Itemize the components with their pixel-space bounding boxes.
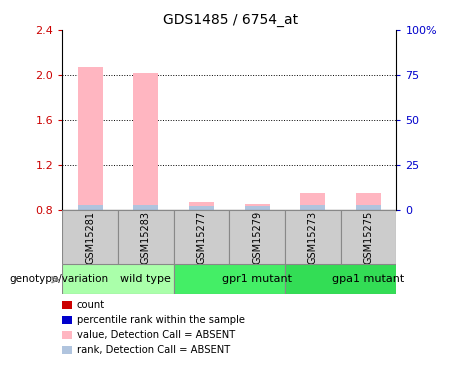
Bar <box>229 210 285 264</box>
Bar <box>62 210 118 264</box>
Bar <box>118 210 174 264</box>
Bar <box>301 193 325 210</box>
Bar <box>189 206 214 210</box>
Bar <box>77 205 103 210</box>
Text: gpr1 mutant: gpr1 mutant <box>222 274 292 284</box>
Text: percentile rank within the sample: percentile rank within the sample <box>77 315 245 325</box>
Bar <box>285 264 396 294</box>
Bar <box>356 193 381 210</box>
Bar <box>356 205 381 210</box>
Bar <box>77 67 103 210</box>
Text: GSM15281: GSM15281 <box>85 211 95 264</box>
Text: GSM15279: GSM15279 <box>252 211 262 264</box>
Bar <box>245 206 270 210</box>
Text: GSM15273: GSM15273 <box>308 211 318 264</box>
Text: gpa1 mutant: gpa1 mutant <box>332 274 405 284</box>
Text: GDS1485 / 6754_at: GDS1485 / 6754_at <box>163 13 298 27</box>
Text: count: count <box>77 300 105 310</box>
Bar <box>62 264 174 294</box>
Text: value, Detection Call = ABSENT: value, Detection Call = ABSENT <box>77 330 235 340</box>
Text: wild type: wild type <box>120 274 171 284</box>
Text: GSM15283: GSM15283 <box>141 211 151 264</box>
Bar <box>245 204 270 210</box>
Bar <box>285 210 341 264</box>
Bar <box>174 210 229 264</box>
Bar <box>133 205 158 210</box>
Bar <box>341 210 396 264</box>
Bar <box>133 73 158 210</box>
Bar <box>174 264 285 294</box>
Text: rank, Detection Call = ABSENT: rank, Detection Call = ABSENT <box>77 345 230 355</box>
Text: GSM15275: GSM15275 <box>364 211 373 264</box>
Text: genotype/variation: genotype/variation <box>9 274 108 284</box>
Bar <box>301 205 325 210</box>
Text: GSM15277: GSM15277 <box>196 211 207 264</box>
Bar <box>189 202 214 210</box>
